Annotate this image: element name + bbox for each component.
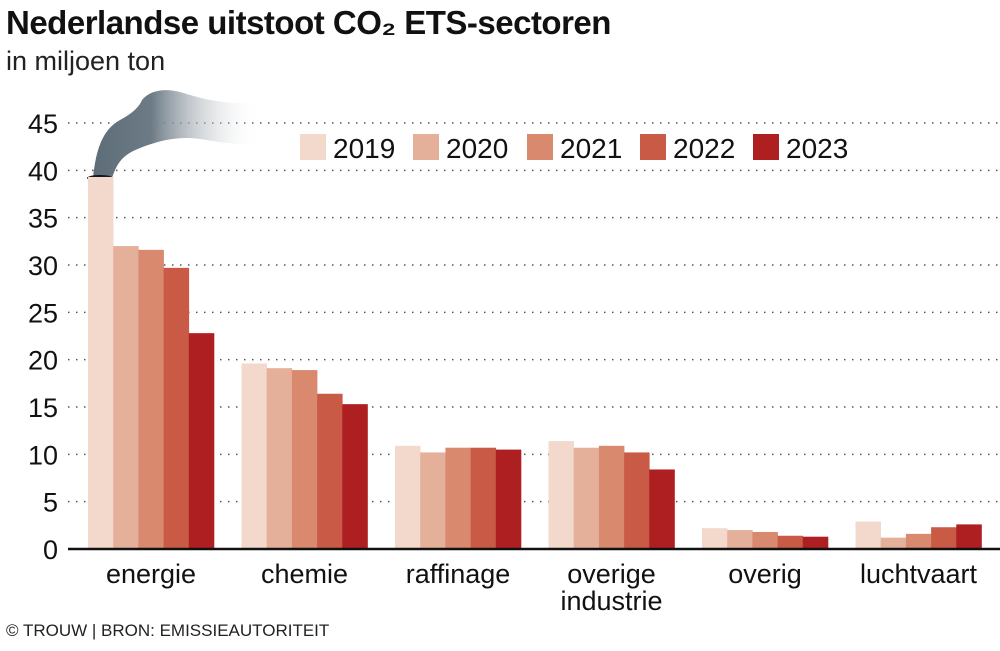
bar-2020-overig [727, 530, 753, 549]
bar-2019-overige-industrie [548, 441, 574, 549]
legend-swatch [753, 134, 779, 160]
bar-2022-raffinage [470, 447, 497, 549]
bar-2021-energie [138, 249, 164, 549]
legend-label: 2021 [560, 133, 622, 164]
legend-item-2019: 2019 [300, 133, 395, 164]
bar-2022-chemie [317, 393, 343, 549]
bar-2021-raffinage [445, 447, 471, 549]
chart-title: Nederlandse uitstoot CO₂ ETS-sectoren [6, 4, 611, 41]
bar-2020-luchtvaart [880, 537, 907, 549]
bar-2021-luchtvaart [905, 533, 932, 549]
y-tick-label: 40 [28, 156, 58, 186]
legend-swatch [413, 134, 439, 160]
y-tick-label: 15 [28, 393, 58, 423]
legend-label: 2022 [673, 133, 735, 164]
bar-2019-overig [702, 528, 728, 549]
bar-2020-chemie [266, 368, 293, 549]
bar-2019-luchtvaart [855, 521, 881, 549]
bar-2023-raffinage [495, 449, 522, 549]
legend-swatch [640, 134, 666, 160]
bar-2023-overig [802, 536, 829, 549]
bar-2019-chemie [241, 363, 267, 549]
legend-swatch [527, 134, 553, 160]
x-category-label: energie [106, 559, 196, 589]
x-category-label: luchtvaart [860, 559, 978, 589]
legend-item-2021: 2021 [527, 133, 622, 164]
bar-2019-energie [88, 176, 114, 549]
legend-swatch [300, 134, 326, 160]
y-tick-label: 10 [28, 440, 58, 470]
legend-item-2022: 2022 [640, 133, 735, 164]
legend-item-2020: 2020 [413, 133, 508, 164]
bar-2023-chemie [342, 404, 368, 549]
bar-2023-energie [188, 333, 215, 549]
bar-2019-raffinage [395, 445, 421, 549]
source-credit: © TROUW | BRON: EMISSIEAUTORITEIT [6, 621, 330, 640]
bar-2020-energie [113, 246, 139, 550]
y-tick-label: 5 [43, 488, 58, 518]
x-category-label: raffinage [406, 559, 511, 589]
bar-2023-overige-industrie [649, 469, 675, 549]
legend-item-2023: 2023 [753, 133, 848, 164]
x-category-label: chemie [261, 559, 348, 589]
bar-2020-raffinage [420, 452, 446, 549]
bar-2022-overige-industrie [624, 452, 650, 549]
legend-label: 2019 [333, 133, 395, 164]
legend-label: 2023 [786, 133, 848, 164]
y-tick-label: 30 [28, 251, 58, 281]
bar-2021-chemie [291, 370, 318, 549]
bar-2021-overig [752, 531, 778, 549]
y-tick-label: 35 [28, 204, 58, 234]
y-tick-label: 20 [28, 346, 58, 376]
x-category-label: overige industrie [560, 559, 662, 616]
bar-2022-luchtvaart [931, 527, 957, 549]
chart-subtitle: in miljoen ton [6, 46, 166, 76]
bar-2022-overig [777, 535, 804, 549]
smoke-illustration [87, 90, 260, 181]
bar-2020-overige-industrie [573, 447, 600, 549]
bar-2023-luchtvaart [956, 524, 982, 549]
x-category-label: overig [728, 559, 802, 589]
y-tick-label: 0 [43, 535, 58, 565]
y-tick-label: 25 [28, 298, 58, 328]
bar-2021-overige-industrie [598, 445, 625, 549]
legend-label: 2020 [446, 133, 508, 164]
y-tick-label: 45 [28, 109, 58, 139]
bar-2022-energie [163, 267, 190, 549]
